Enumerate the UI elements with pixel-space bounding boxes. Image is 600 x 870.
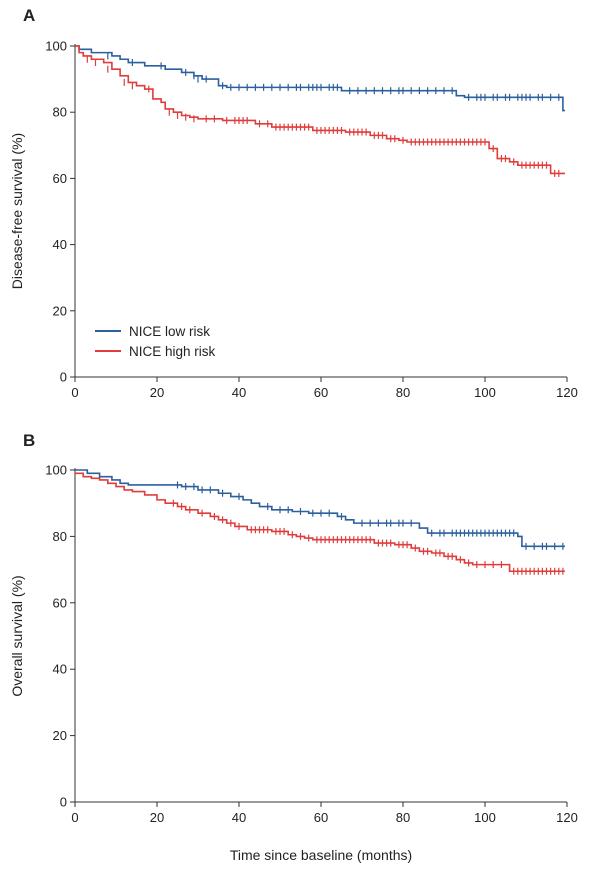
panel-a: A Disease-free survival (%) 0 20 40 60 80 100… — [9, 6, 578, 400]
panel-a-x-tick-label: 40 — [232, 385, 246, 400]
panel-b-y-tick-label: 60 — [53, 595, 67, 610]
panel-a-y-tick-label: 0 — [60, 370, 67, 385]
panel-b-x-tick-label: 80 — [396, 810, 410, 825]
panel-b-x-tick-label: 20 — [150, 810, 164, 825]
panel-a-series-nice-low-risk — [75, 45, 565, 112]
panel-b-x-tick-label: 60 — [314, 810, 328, 825]
panel-a-x-tick-label: 100 — [474, 385, 496, 400]
panel-a-y-tick-label: 100 — [45, 39, 67, 54]
panel-a-y-tick-label: 20 — [53, 303, 67, 318]
panel-a-y-tick-label: 40 — [53, 237, 67, 252]
legend-label-low-risk: NICE low risk — [129, 324, 210, 339]
panel-a-x-tick-label: 60 — [314, 385, 328, 400]
panel-b-letter: B — [23, 431, 35, 450]
panel-a-x-tick-label: 0 — [71, 385, 78, 400]
panel-a-x-tick-label: 20 — [150, 385, 164, 400]
panel-b-x-tick-label: 100 — [474, 810, 496, 825]
panel-b-x-tick-label: 0 — [71, 810, 78, 825]
panel-b-y-axis-title: Overall survival (%) — [9, 575, 25, 696]
panel-b-series-nice-high-risk — [75, 472, 565, 573]
panel-b-x-tick-label: 40 — [232, 810, 246, 825]
panel-a-x-tick-label: 80 — [396, 385, 410, 400]
panel-b-series-nice-low-risk — [75, 469, 565, 548]
legend-label-high-risk: NICE high risk — [129, 344, 216, 359]
panel-b-x-tick-label: 120 — [556, 810, 578, 825]
panel-b: B Overall survival (%) 0 20 40 60 80 100 0 20 40… — [9, 431, 578, 863]
panel-b-y-tick-label: 0 — [60, 795, 67, 810]
panel-a-legend: NICE low risk NICE high risk — [95, 324, 216, 359]
panel-a-y-tick-label: 60 — [53, 171, 67, 186]
panel-b-y-tick-label: 40 — [53, 662, 67, 677]
panel-b-y-tick-label: 100 — [45, 463, 67, 478]
panel-b-plot-area: 0 20 40 60 80 100 0 20 40 60 80 100 120 — [45, 463, 578, 826]
panel-a-y-tick-label: 80 — [53, 105, 67, 120]
panel-a-x-tick-label: 120 — [556, 385, 578, 400]
panel-b-y-tick-label: 80 — [53, 529, 67, 544]
panel-a-plot-area: 0 20 40 60 80 100 0 20 40 60 80 100 120 — [45, 39, 578, 401]
panel-b-x-axis-title: Time since baseline (months) — [230, 847, 412, 863]
panel-b-y-tick-label: 20 — [53, 728, 67, 743]
panel-a-letter: A — [23, 6, 35, 25]
panel-a-y-axis-title: Disease-free survival (%) — [9, 133, 25, 289]
